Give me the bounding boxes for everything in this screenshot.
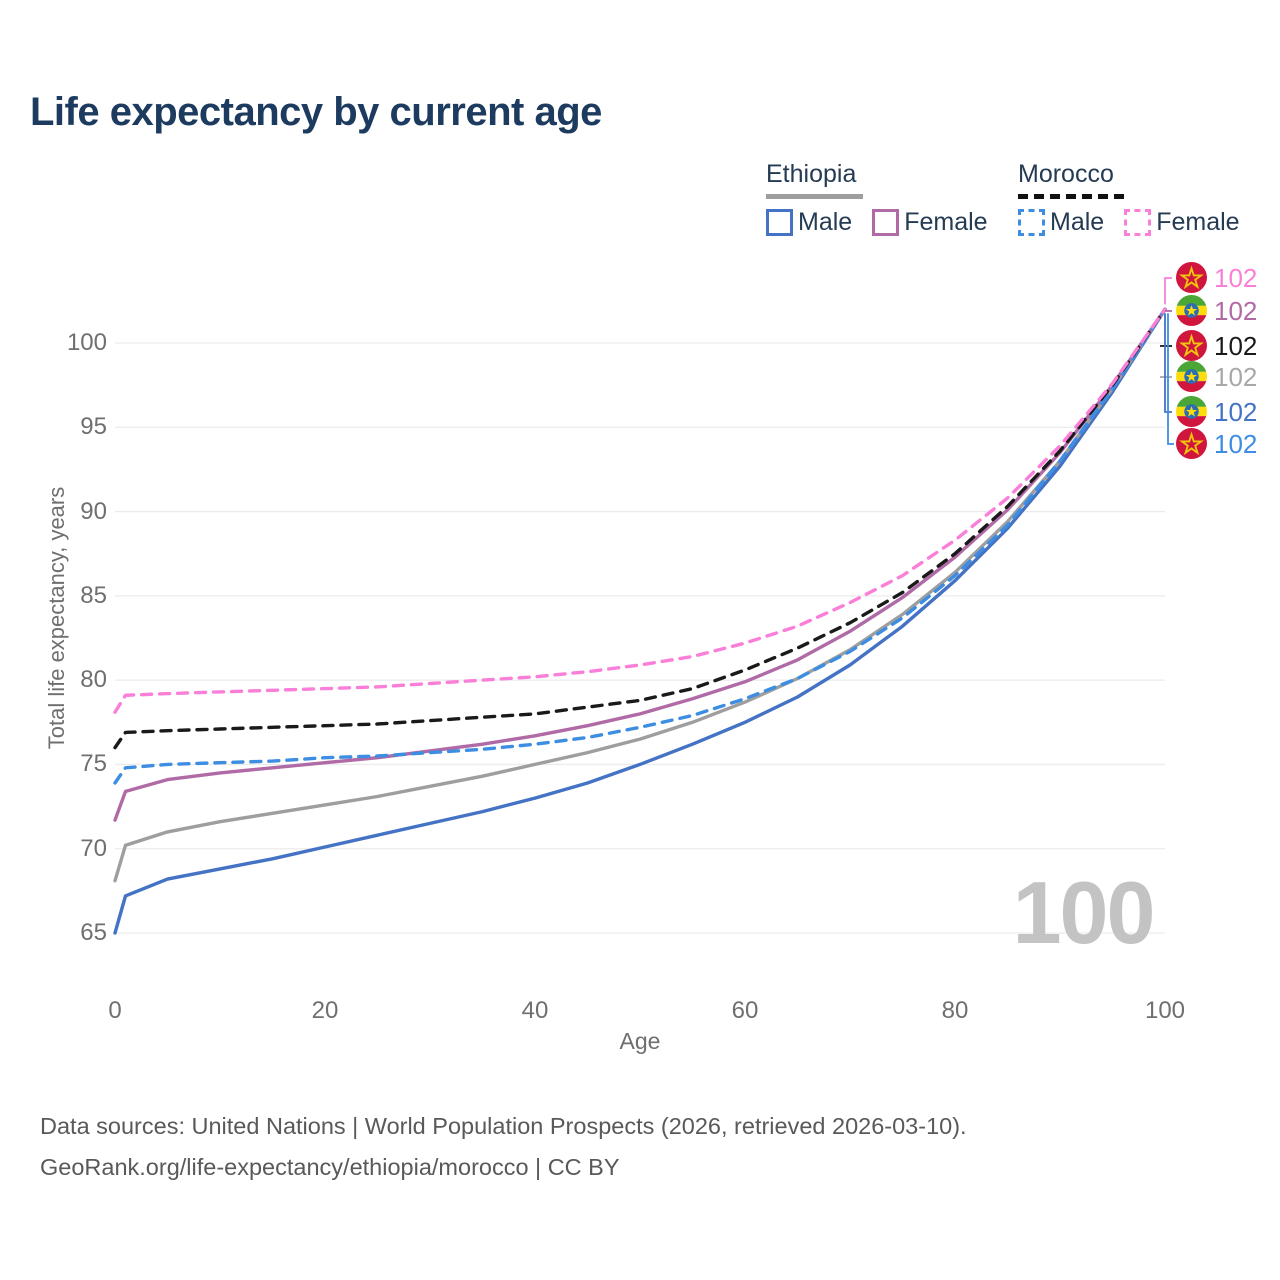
leader-line-5	[1167, 313, 1174, 445]
y-tick-90: 90	[80, 497, 107, 525]
page-title: Life expectancy by current age	[30, 90, 602, 134]
source-note: Data sources: United Nations | World Pop…	[40, 1106, 967, 1188]
x-tick-100: 100	[1144, 997, 1186, 1024]
end-label-ethiopia-male: 102	[1176, 396, 1257, 427]
y-tick-85: 85	[80, 581, 107, 609]
series-line-ethiopia-male	[113, 307, 1167, 935]
series-line-morocco-male	[113, 307, 1167, 785]
y-tick-80: 80	[80, 666, 107, 694]
legend-underline-dashed	[1018, 194, 1124, 199]
y-tick-70: 70	[80, 834, 107, 862]
end-value: 102	[1214, 396, 1258, 427]
legend-swatch-ethiopia-male[interactable]	[766, 209, 793, 236]
x-tick-40: 40	[521, 997, 549, 1024]
legend-label-morocco-male[interactable]: Male	[1050, 208, 1105, 236]
y-tick-100: 100	[66, 329, 107, 356]
y-tick-75: 75	[80, 750, 107, 778]
series-line-ethiopia-all	[113, 307, 1167, 883]
end-label-ethiopia-female: 102	[1176, 295, 1257, 326]
y-tick-95: 95	[80, 413, 107, 441]
legend-swatch-morocco-female[interactable]	[1124, 209, 1152, 236]
series-line-morocco-female	[113, 307, 1167, 714]
gridlines	[115, 342, 1165, 934]
morocco-flag-icon	[1176, 330, 1207, 361]
end-value: 102	[1214, 330, 1258, 361]
legend-underline-solid	[766, 194, 863, 199]
source-line: Data sources: United Nations | World Pop…	[40, 1113, 967, 1139]
age-watermark: 100	[1013, 863, 1154, 962]
legend-group-morocco: Morocco Male Female	[1018, 160, 1240, 237]
x-tick-80: 80	[941, 997, 969, 1024]
x-tick-20: 20	[311, 997, 339, 1024]
end-value: 102	[1214, 361, 1258, 392]
ethiopia-flag-icon	[1176, 361, 1207, 392]
end-label-morocco-male: 102	[1176, 428, 1257, 459]
y-tick-65: 65	[80, 919, 107, 946]
series-line-ethiopia-female	[113, 307, 1167, 822]
leader-line-4	[1164, 313, 1172, 413]
legend-label-ethiopia-female[interactable]: Female	[904, 208, 988, 236]
legend-country-morocco[interactable]: Morocco	[1018, 160, 1114, 188]
x-tick-60: 60	[731, 997, 759, 1024]
end-label-ethiopia-all: 102	[1176, 361, 1257, 392]
legend-label-morocco-female[interactable]: Female	[1156, 208, 1240, 236]
ethiopia-flag-icon	[1176, 396, 1207, 427]
legend-label-ethiopia-male[interactable]: Male	[798, 208, 853, 236]
end-label-leader-lines	[1160, 277, 1174, 445]
morocco-flag-icon	[1176, 428, 1207, 459]
attribution-line: GeoRank.org/life-expectancy/ethiopia/mor…	[40, 1154, 620, 1180]
legend-swatch-morocco-male[interactable]	[1018, 209, 1045, 236]
end-label-morocco-female: 102	[1176, 262, 1257, 293]
series-line-morocco-all	[113, 307, 1167, 750]
end-value: 102	[1214, 295, 1258, 326]
end-value: 102	[1214, 428, 1258, 459]
ethiopia-flag-icon	[1176, 295, 1207, 326]
end-label-morocco-all: 102	[1176, 330, 1257, 361]
x-axis-title: Age	[619, 1028, 661, 1054]
legend-country-ethiopia[interactable]: Ethiopia	[766, 160, 857, 188]
leader-line-0	[1164, 277, 1172, 305]
end-value: 102	[1214, 262, 1258, 293]
x-tick-0: 0	[108, 997, 122, 1024]
legend-swatch-ethiopia-female[interactable]	[872, 209, 900, 236]
morocco-flag-icon	[1176, 262, 1207, 293]
legend-group-ethiopia: Ethiopia Male Female	[766, 160, 988, 237]
